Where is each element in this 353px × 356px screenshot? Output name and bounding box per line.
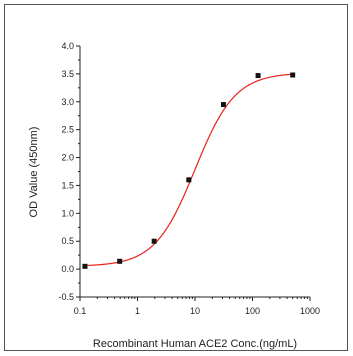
y-tick-label: 3.5 — [61, 69, 74, 79]
data-point — [186, 177, 192, 183]
data-point — [220, 102, 226, 108]
data-point — [117, 258, 123, 264]
y-tick-label: 0.0 — [61, 264, 74, 274]
fit-curve-layer — [84, 73, 293, 267]
x-tick-label: 100 — [245, 306, 260, 316]
y-tick-label: 1.0 — [61, 208, 74, 218]
y-tick-label: -0.5 — [58, 292, 74, 302]
x-tick-label: 10 — [190, 306, 200, 316]
data-point — [290, 72, 296, 78]
chart-frame — [4, 4, 348, 351]
axes: -0.5 0.0 0.5 1.0 1.5 2.0 2.5 3.0 3.5 4.0 0.1 1 10 100… — [58, 41, 320, 316]
data-points-layer — [82, 72, 296, 269]
data-point — [151, 238, 157, 244]
y-tick-label: 0.5 — [61, 236, 74, 246]
y-tick-label: 4.0 — [61, 41, 74, 51]
x-tick-label: 1 — [135, 306, 140, 316]
x-tick-label: 0.1 — [74, 306, 87, 316]
y-tick-label: 3.0 — [61, 97, 74, 107]
y-tick-label: 2.0 — [61, 153, 74, 163]
x-tick-label: 1000 — [300, 306, 320, 316]
data-point — [255, 73, 261, 79]
data-point — [82, 263, 88, 269]
x-axis-title: Recombinant Human ACE2 Conc.(ng/mL) — [93, 338, 297, 350]
fit-curve — [84, 73, 293, 267]
y-tick-label: 1.5 — [61, 180, 74, 190]
y-axis-title: OD Value (450nm) — [28, 127, 40, 218]
y-tick-label: 2.5 — [61, 125, 74, 135]
